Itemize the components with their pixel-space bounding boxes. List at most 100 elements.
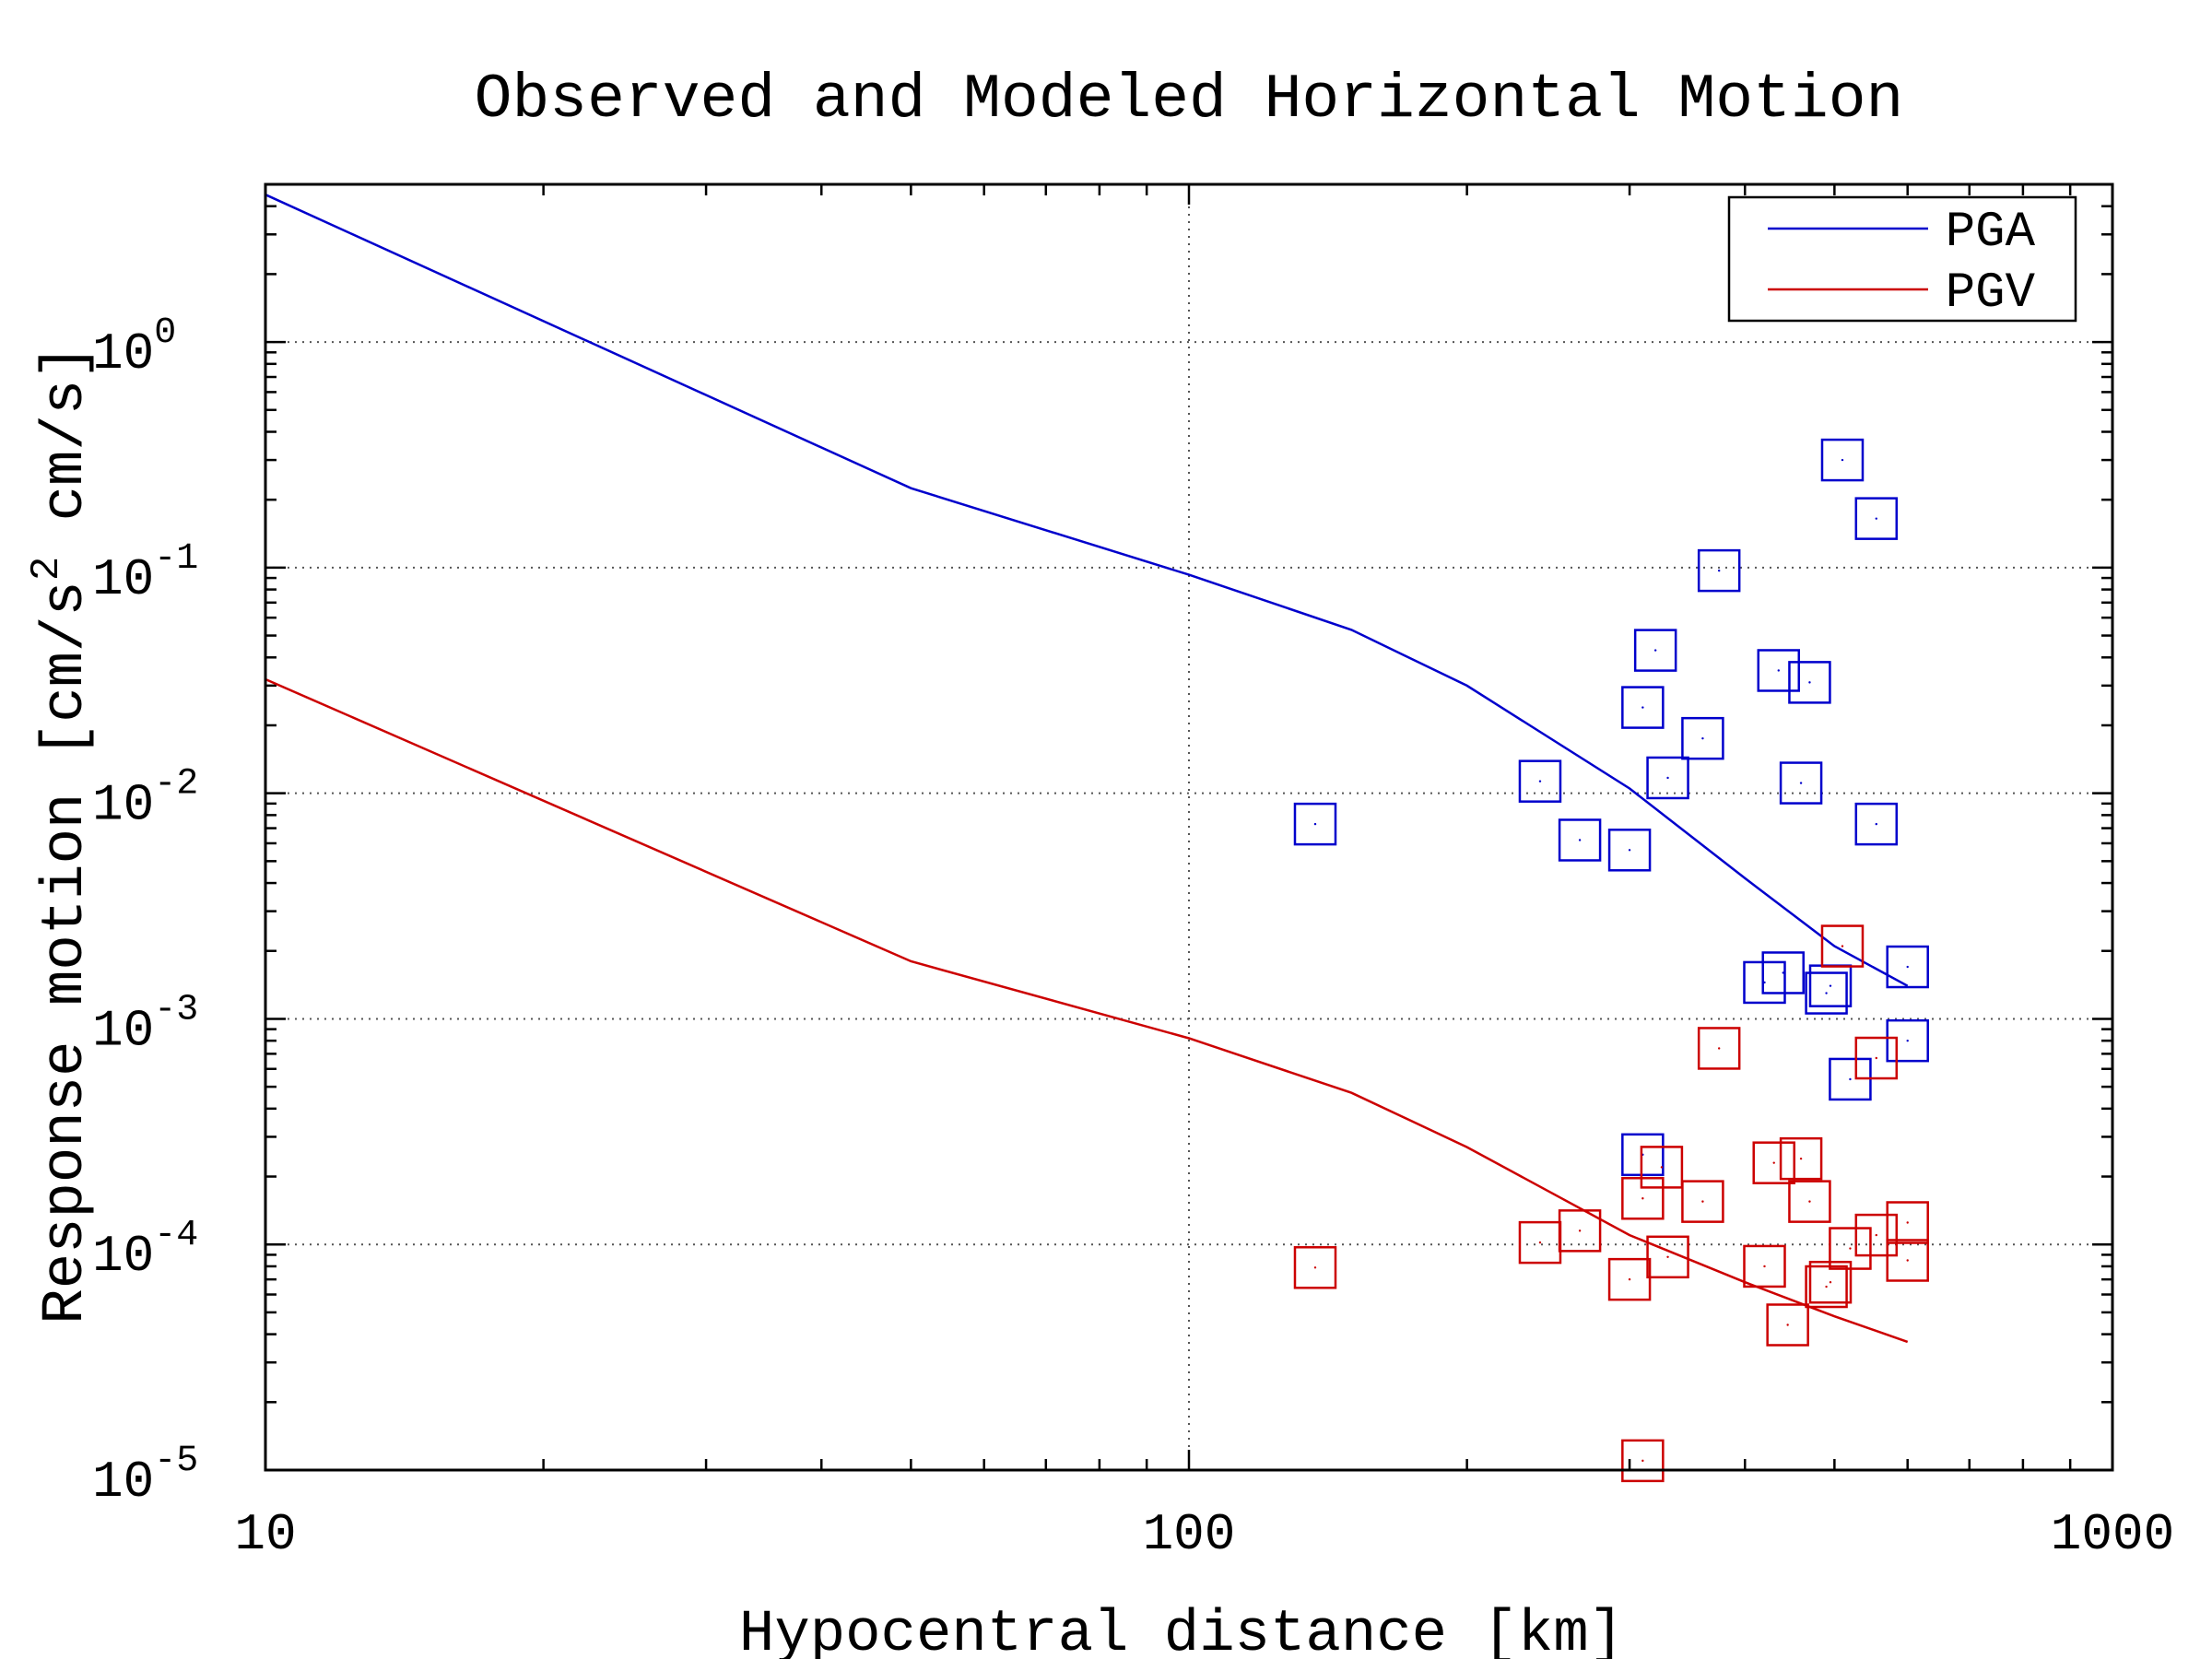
x-tick-label: 10 [234,1505,296,1564]
data-point-dot [1849,1247,1852,1250]
data-point-dot [1641,706,1644,709]
y-tick-exponent: -5 [154,1441,198,1482]
data-point-dot [1717,1047,1721,1050]
data-point-dot [1578,1230,1582,1232]
data-point-marker [1621,1439,1665,1483]
y-tick-base: 10 [92,1227,154,1286]
legend-pga-label: PGA [1946,205,2036,261]
y-tick-label: 100 [92,312,176,383]
x-tick-label: 1000 [2051,1505,2174,1564]
data-point-dot [1849,1077,1852,1081]
data-point-marker [1805,1265,1848,1309]
legend-box [1727,195,2077,323]
y-axis-label: Response motion [cm/s2 cm/s] [24,344,100,1324]
data-point-dot [1786,1324,1789,1326]
y-tick-label: 10-4 [92,1215,198,1286]
y-tick-label: 10-5 [92,1441,198,1512]
data-point-dot [1777,669,1780,672]
data-point-marker [1886,1239,1929,1282]
data-point-marker [1820,438,1865,482]
data-point-dot [1666,1255,1669,1259]
y-tick-base: 10 [92,550,154,609]
data-point-marker [1854,1036,1899,1080]
data-point-dot [1906,1259,1909,1262]
y-tick-base: 10 [92,776,154,835]
data-point-marker [1293,1246,1337,1289]
data-point-marker [1854,1213,1899,1257]
series [265,194,1929,1483]
data-point-dot [1701,736,1704,740]
data-point-marker [1766,1303,1809,1347]
data-point-marker [1752,1141,1795,1184]
data-point-dot [1313,822,1317,826]
data-point-marker [1607,829,1652,872]
data-point-marker [1621,1177,1665,1220]
data-point-marker [1646,1235,1689,1279]
data-point-dot [1799,782,1803,784]
data-point-marker [1518,759,1562,803]
data-point-marker [1621,1133,1665,1177]
y-tick-base: 10 [92,1001,154,1060]
y-tick-label: 10-3 [92,989,198,1060]
data-point-dot [1808,1200,1811,1203]
data-point-dot [1875,1233,1877,1237]
y-tick-exponent: 0 [154,312,176,354]
series-line-pga [265,194,1909,987]
data-point-marker [1788,1180,1831,1223]
data-point-dot [1829,1281,1832,1284]
data-point-dot [1763,1265,1766,1268]
data-point-dot [1829,984,1832,987]
data-point-marker [1697,548,1741,593]
data-point-dot [1799,1157,1803,1160]
data-point-marker [1621,686,1665,729]
data-point-marker [1761,951,1805,994]
data-point-dot [1875,1056,1877,1060]
data-point-marker [1757,649,1801,692]
data-point-marker [1646,756,1689,800]
grid [265,184,2112,1470]
legend: PGA PGV [1727,195,2077,323]
data-point-dot [1906,1221,1909,1224]
data-point-marker [1743,1244,1786,1288]
data-point-dot [1701,1200,1704,1203]
data-point-dot [1660,1166,1664,1169]
data-point-marker [1779,1136,1823,1181]
data-point-marker [1788,661,1831,704]
data-point-dot [1772,1161,1775,1164]
data-point-marker [1854,497,1899,540]
data-point-dot [1641,1459,1644,1463]
data-point-dot [1313,1266,1317,1269]
y-tick-exponent: -1 [154,538,198,580]
legend-pgv-label: PGV [1946,265,2036,322]
data-point-marker [1293,802,1337,846]
data-point-marker [1886,1018,1929,1063]
data-point-marker [1640,1146,1684,1189]
data-point-dot [1906,1039,1909,1042]
data-point-dot [1538,780,1542,782]
data-point-marker [1558,1209,1602,1253]
y-tick-exponent: -2 [154,764,198,806]
y-tick-base: 10 [92,324,154,383]
plot-frame [264,182,2114,1472]
data-point-dot [1875,517,1877,520]
y-tick-exponent: -3 [154,989,198,1030]
data-point-marker [1681,716,1724,760]
data-point-dot [1825,992,1828,994]
data-point-dot [1666,776,1669,780]
x-axis-label: Hypocentral distance [km] [739,1602,1624,1659]
data-point-marker [1607,1257,1652,1301]
data-point-marker [1633,629,1677,672]
data-point-dot [1628,1277,1631,1281]
chart-title: Observed and Modeled Horizontal Motion [475,65,1904,135]
data-point-marker [1829,1227,1872,1270]
data-point-dot [1841,458,1844,462]
data-point-marker [1743,960,1786,1005]
data-point-marker [1681,1180,1724,1223]
data-point-marker [1886,945,1929,989]
y-tick-label: 10-2 [92,764,198,835]
data-point-dot [1875,822,1877,826]
y-tick-exponent: -4 [154,1215,198,1256]
data-point-dot [1808,681,1811,684]
y-tick-base: 10 [92,1453,154,1512]
